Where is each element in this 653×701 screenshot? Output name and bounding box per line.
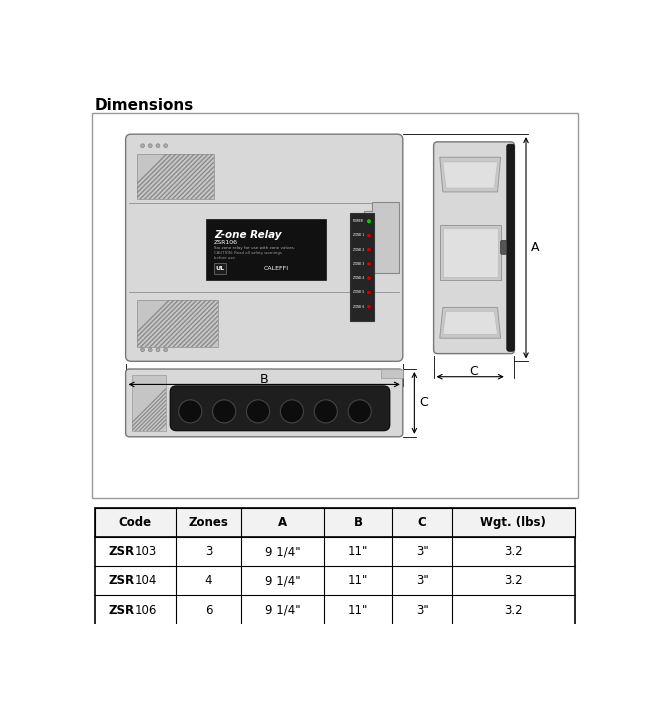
- Text: 3.2: 3.2: [504, 574, 522, 587]
- Text: 106: 106: [135, 604, 157, 617]
- Text: C: C: [418, 516, 426, 529]
- Text: POWER: POWER: [353, 219, 364, 223]
- Bar: [381, 369, 403, 379]
- Text: ZONE 4: ZONE 4: [353, 276, 364, 280]
- Text: 9 1/4": 9 1/4": [265, 545, 300, 558]
- Circle shape: [156, 144, 160, 148]
- Circle shape: [246, 400, 270, 423]
- Text: C: C: [419, 396, 428, 409]
- Circle shape: [148, 144, 152, 148]
- Bar: [351, 212, 374, 320]
- Text: 9 1/4": 9 1/4": [265, 604, 300, 617]
- Bar: [137, 300, 218, 348]
- Text: CALEFFI: CALEFFI: [263, 266, 289, 271]
- Bar: [132, 375, 167, 430]
- Text: Code: Code: [119, 516, 151, 529]
- Polygon shape: [439, 225, 501, 280]
- FancyBboxPatch shape: [170, 386, 390, 430]
- Text: B: B: [354, 516, 362, 529]
- Text: 11": 11": [348, 545, 368, 558]
- Text: ZONE 5: ZONE 5: [353, 290, 364, 294]
- Bar: [95, 508, 575, 625]
- Polygon shape: [439, 157, 501, 192]
- Polygon shape: [364, 202, 399, 273]
- Circle shape: [148, 348, 152, 352]
- Circle shape: [164, 348, 168, 352]
- Circle shape: [366, 304, 372, 309]
- FancyBboxPatch shape: [501, 240, 507, 254]
- Bar: [95, 508, 575, 537]
- Text: 6: 6: [204, 604, 212, 617]
- Text: UL: UL: [215, 266, 224, 271]
- Bar: [206, 219, 326, 280]
- Text: ZONE 1: ZONE 1: [353, 233, 364, 238]
- Text: B: B: [260, 372, 268, 386]
- Text: 3: 3: [204, 545, 212, 558]
- Circle shape: [164, 144, 168, 148]
- Circle shape: [280, 400, 304, 423]
- FancyBboxPatch shape: [507, 144, 515, 351]
- Circle shape: [366, 233, 372, 238]
- Circle shape: [314, 400, 338, 423]
- FancyBboxPatch shape: [125, 134, 403, 361]
- Circle shape: [366, 290, 372, 294]
- Circle shape: [366, 219, 372, 224]
- Circle shape: [366, 261, 372, 266]
- FancyBboxPatch shape: [434, 142, 515, 353]
- Bar: [93, 114, 578, 498]
- Polygon shape: [443, 228, 498, 278]
- Circle shape: [140, 144, 144, 148]
- Text: 11": 11": [348, 604, 368, 617]
- Text: ZONE 3: ZONE 3: [353, 262, 364, 266]
- Text: 3.2: 3.2: [504, 545, 522, 558]
- Circle shape: [156, 348, 160, 352]
- Text: before use.: before use.: [214, 256, 236, 260]
- Text: A: A: [278, 516, 287, 529]
- Text: 104: 104: [135, 574, 157, 587]
- Text: Dimensions: Dimensions: [95, 98, 194, 113]
- Text: ZSR: ZSR: [108, 574, 135, 587]
- Text: 103: 103: [135, 545, 157, 558]
- Circle shape: [179, 400, 202, 423]
- Text: ZONE 6: ZONE 6: [353, 305, 364, 308]
- Text: ZONE 2: ZONE 2: [353, 247, 364, 252]
- Text: 3": 3": [416, 545, 428, 558]
- Text: ZSR: ZSR: [108, 604, 135, 617]
- Text: Six zone relay for use with zone valves.: Six zone relay for use with zone valves.: [214, 246, 295, 250]
- Text: 9 1/4": 9 1/4": [265, 574, 300, 587]
- Circle shape: [348, 400, 372, 423]
- Circle shape: [140, 348, 144, 352]
- Text: CAUTION: Read all safety warnings: CAUTION: Read all safety warnings: [214, 251, 282, 255]
- Text: A: A: [531, 241, 539, 254]
- Text: 3": 3": [416, 604, 428, 617]
- Circle shape: [366, 247, 372, 252]
- Bar: [214, 263, 227, 273]
- Text: Zones: Zones: [189, 516, 229, 529]
- Text: 11": 11": [348, 574, 368, 587]
- Circle shape: [213, 400, 236, 423]
- Polygon shape: [443, 162, 498, 188]
- Circle shape: [366, 276, 372, 280]
- Text: Z-one Relay: Z-one Relay: [214, 230, 281, 240]
- Text: 3": 3": [416, 574, 428, 587]
- Text: ZSR106: ZSR106: [214, 240, 238, 245]
- Polygon shape: [443, 311, 498, 334]
- Text: 4: 4: [204, 574, 212, 587]
- Text: 3.2: 3.2: [504, 604, 522, 617]
- Polygon shape: [439, 308, 501, 338]
- Bar: [137, 154, 214, 199]
- Text: C: C: [470, 365, 479, 378]
- FancyBboxPatch shape: [125, 369, 403, 437]
- Text: ZSR: ZSR: [108, 545, 135, 558]
- Text: Wgt. (lbs): Wgt. (lbs): [481, 516, 547, 529]
